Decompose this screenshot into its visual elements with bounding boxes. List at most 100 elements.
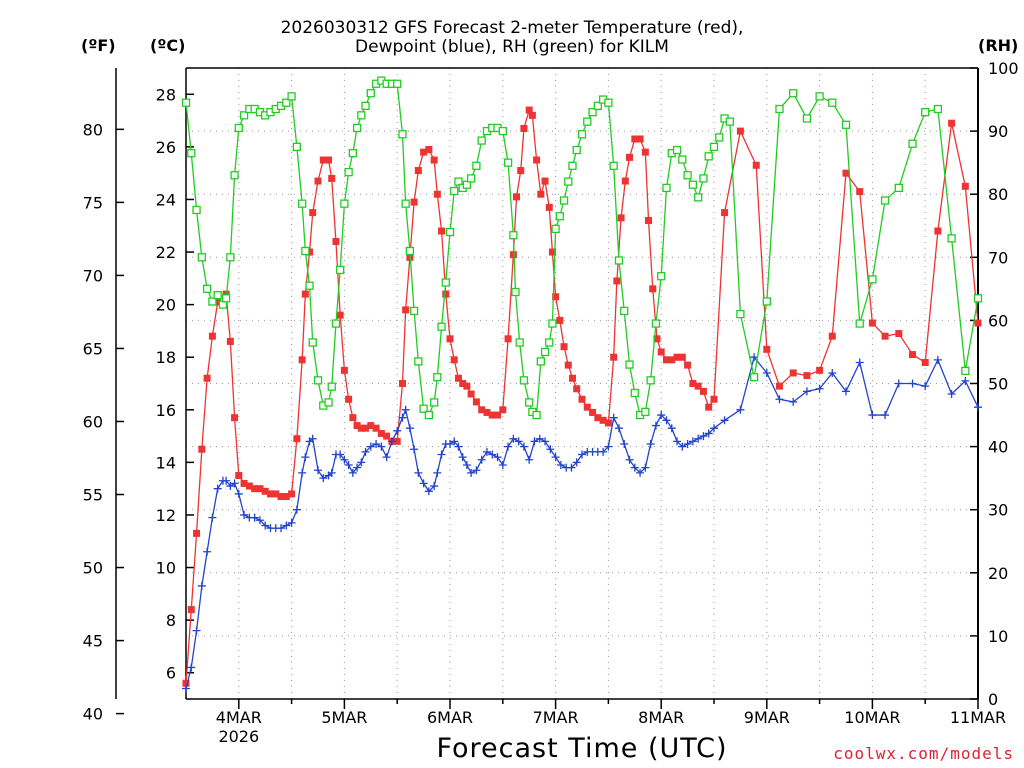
temperature-point (504, 335, 512, 343)
dewpoint-point (357, 458, 366, 467)
rh-point (462, 180, 472, 189)
dewpoint-point (277, 524, 286, 533)
celsius-unit-label: (ºC) (150, 36, 186, 55)
series-temperature (182, 106, 982, 687)
rh-point (540, 347, 550, 357)
rh-point (503, 158, 513, 167)
rh-point (187, 149, 196, 158)
temperature-point (240, 479, 248, 487)
dewpoint-point (366, 442, 375, 451)
dewpoint-point (393, 426, 402, 435)
rh-point (947, 234, 956, 243)
temperature-point (736, 127, 744, 135)
tick-labels: 6 8 10 12 14 16 18 20 22 24 26 28 40 45 50 55 60 65 70 75 80… (83, 59, 1019, 746)
x-tick-label: 8MAR (638, 708, 684, 727)
rh-point (933, 104, 943, 114)
rh-point (340, 199, 349, 208)
temperature-point (272, 490, 280, 498)
rh-point (292, 142, 302, 152)
rh-point (445, 227, 455, 237)
fahrenheit-tick-label: 65 (83, 339, 103, 358)
rh-point (366, 89, 375, 98)
temperature-point (357, 424, 365, 432)
x-tick-label: 11MAR (950, 708, 1006, 727)
dewpoint-point (541, 437, 550, 446)
temperature-point (414, 167, 422, 175)
temperature-point (446, 335, 454, 343)
dewpoint-point (377, 442, 386, 451)
temperature-point (251, 485, 259, 493)
temperature-point (617, 214, 625, 222)
rh-point (545, 338, 554, 347)
dewpoint-point (226, 482, 235, 491)
chart-title-line-2: Dewpoint (blue), RH (green) for KILM (355, 37, 669, 57)
rh-point (466, 174, 476, 183)
temperature-point (367, 422, 375, 430)
temperature-point (494, 411, 502, 419)
rh-tick-label: 0 (988, 690, 998, 709)
x-tick-label: 10MAR (844, 708, 900, 727)
temperature-point (450, 356, 458, 364)
rh-tick-label: 100 (988, 59, 1019, 78)
dewpoint-point (572, 458, 581, 467)
rh-point (577, 130, 587, 139)
dewpoint-point (255, 516, 264, 525)
rh-point (651, 319, 661, 328)
dewpoint-point (398, 413, 407, 422)
celsius-tick-label: 14 (156, 453, 176, 472)
dewpoint-point (688, 437, 697, 446)
dewpoint-point (458, 453, 467, 462)
dewpoint-point (646, 439, 655, 448)
rh-point (762, 297, 771, 306)
rh-point (630, 388, 639, 398)
rh-point (401, 199, 410, 208)
rh-point (678, 155, 687, 164)
rh-tick-label: 20 (988, 564, 1008, 583)
dewpoint-point (361, 447, 370, 456)
temperature-point (463, 382, 471, 390)
rh-point (305, 281, 314, 290)
temperature-point (856, 188, 864, 196)
dewpoint-point (961, 376, 970, 385)
dewpoint-point (182, 684, 190, 693)
rh-tick-label: 10 (988, 627, 1008, 646)
dewpoint-point (683, 439, 692, 448)
chart-axes (115, 67, 979, 715)
dewpoint-point (694, 434, 703, 443)
temperature-point (599, 416, 607, 424)
rh-point (324, 398, 333, 407)
temperature-point (325, 156, 333, 164)
dewpoint-point (630, 463, 639, 472)
temperature-point (340, 366, 348, 374)
dewpoint-point (410, 445, 419, 454)
temperature-point (208, 332, 216, 340)
rh-point (828, 98, 837, 107)
dewpoint-point (340, 455, 349, 464)
chart-title-line-1: 2026030312 GFS Forecast 2-meter Temperat… (280, 18, 744, 38)
dewpoint-point (556, 461, 565, 470)
temperature-point (193, 529, 201, 537)
temperature-point (203, 374, 211, 382)
temperature-point (231, 414, 239, 422)
rh-tick-label: 50 (988, 375, 1008, 394)
temperature-point (545, 203, 553, 211)
dewpoint-point (504, 442, 513, 451)
temperature-point (483, 408, 491, 416)
rh-point (841, 120, 851, 129)
rh-point (536, 357, 545, 366)
temperature-point (881, 332, 889, 340)
dewpoint-point (467, 468, 476, 477)
dewpoint-point (192, 626, 201, 635)
temperature-point (578, 395, 586, 403)
rh-point (555, 212, 564, 221)
temperature-point (513, 193, 521, 201)
temperature-point (467, 390, 475, 398)
rh-point (868, 275, 877, 284)
dewpoint-point (815, 384, 824, 393)
dewpoint-point (414, 468, 423, 477)
temperature-point (293, 435, 301, 443)
temperature-point (556, 316, 564, 324)
dewpoint-point (551, 453, 560, 462)
dewpoint-point (488, 450, 497, 459)
celsius-tick-label: 22 (156, 243, 176, 262)
